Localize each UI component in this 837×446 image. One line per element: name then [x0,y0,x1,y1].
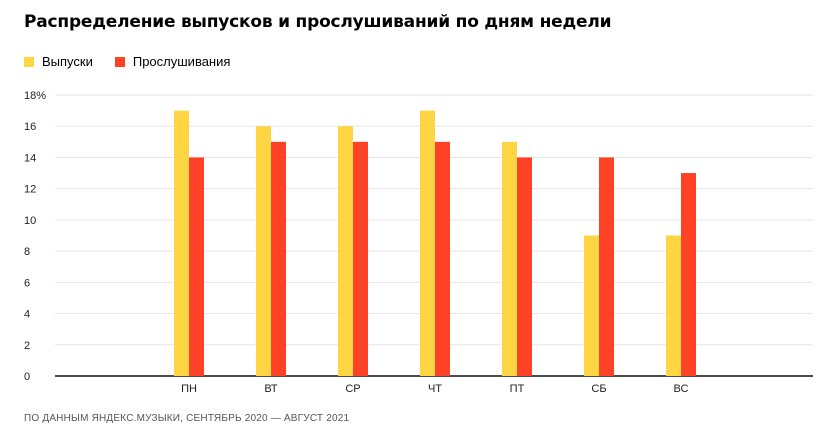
y-tick-label: 16 [24,121,36,133]
y-tick-label: 2 [24,340,30,352]
bar-releases [420,110,435,376]
chart-title: Распределение выпусков и прослушиваний п… [24,12,612,32]
bar-listens [353,141,368,376]
source-footnote: ПО ДАННЫМ ЯНДЕКС.МУЗЫКИ, СЕНТЯБРЬ 2020 —… [24,413,350,424]
x-tick-label: ЧТ [428,383,442,395]
x-tick-label: ПН [181,383,197,395]
bar-releases [502,141,517,376]
bar-releases [666,235,681,376]
bar-releases [584,235,599,376]
bar-listens [599,157,614,376]
x-tick-label: ВТ [264,383,278,395]
legend-item-listens: Прослушивания [114,54,231,69]
legend: Выпуски Прослушивания [24,54,252,69]
legend-label-releases: Выпуски [42,54,93,69]
legend-item-releases: Выпуски [24,54,93,69]
x-tick-label: ВС [674,383,689,395]
y-tick-label: 10 [24,215,36,227]
bar-releases [256,126,271,376]
y-tick-label: 14 [24,152,36,164]
x-tick-label: СБ [591,383,606,395]
bar-listens [517,157,532,376]
x-tick-label: ПТ [510,383,525,395]
y-tick-label: 8 [24,246,30,258]
x-tick-label: СР [345,383,360,395]
bar-listens [271,141,286,376]
y-tick-label: 12 [24,184,36,196]
legend-swatch-releases [24,56,34,67]
legend-swatch-listens [114,56,125,67]
bar-releases [174,110,189,376]
y-tick-label: 18% [24,90,46,102]
bar-listens [435,141,450,376]
legend-label-listens: Прослушивания [132,54,231,69]
y-tick-label: 0 [24,371,30,383]
y-tick-label: 6 [24,277,30,289]
bar-listens [681,173,696,376]
y-tick-label: 4 [24,309,30,321]
bar-releases [338,126,353,376]
bar-listens [189,157,204,376]
